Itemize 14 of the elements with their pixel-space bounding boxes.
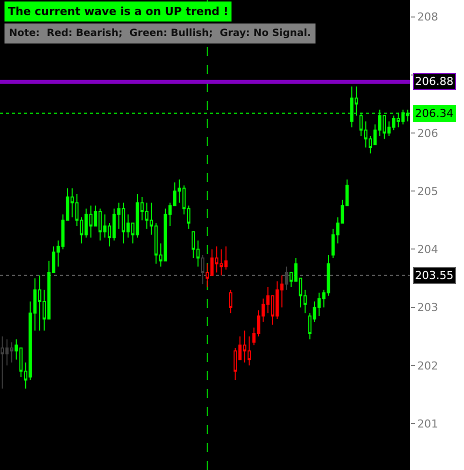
text: Note: Red: Bearish; Green: Bullish; Gray: No Signal. [9, 28, 311, 39]
y-tick-label: 202 [417, 359, 438, 372]
candlestick [284, 266, 288, 290]
ref-line-label: 206.88 [415, 75, 454, 88]
y-tick-label: 203 [417, 301, 438, 314]
y-tick-label: 206 [417, 126, 438, 140]
y-tick-label: 204 [417, 243, 438, 256]
y-tick-label: 205 [417, 184, 438, 198]
ref-line-label: 203.55 [415, 269, 454, 282]
candlestick [228, 289, 232, 314]
y-tick-label: 201 [417, 417, 438, 430]
text: The current wave is a on UP trend ! [8, 5, 228, 18]
ref-line-label: 206.34 [415, 107, 454, 120]
y-tick-label: 208 [417, 10, 438, 24]
